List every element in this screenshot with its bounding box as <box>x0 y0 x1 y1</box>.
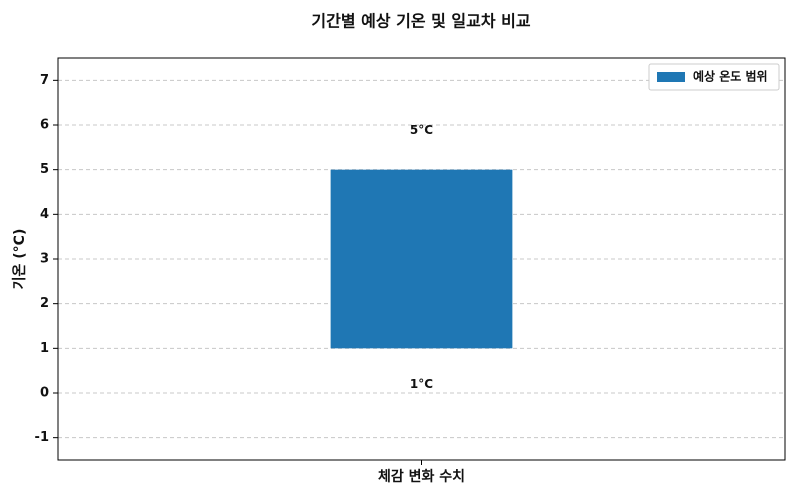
plot-frame <box>57 57 786 461</box>
y-tick-label: 7 <box>40 73 49 88</box>
y-tick-label: 5 <box>40 162 49 177</box>
legend-swatch <box>657 72 685 82</box>
chart-title: 기간별 예상 기온 및 일교차 비교 <box>311 12 530 31</box>
legend-label: 예상 온도 범위 <box>693 69 768 84</box>
value-label: 1°C <box>410 377 433 391</box>
x-tick-label: 체감 변화 수치 <box>378 468 465 485</box>
value-label: 5°C <box>410 123 433 137</box>
y-tick-label: -1 <box>35 430 49 445</box>
y-tick-label: 6 <box>40 118 49 133</box>
y-axis-label: 기온 (°C) <box>12 229 28 290</box>
y-tick-label: 0 <box>40 386 49 401</box>
y-tick-label: 4 <box>40 207 49 222</box>
y-tick-label: 1 <box>40 341 49 356</box>
y-tick-label: 3 <box>40 252 49 267</box>
y-tick-label: 2 <box>40 296 49 311</box>
legend-box <box>648 63 780 91</box>
bar <box>330 169 513 349</box>
